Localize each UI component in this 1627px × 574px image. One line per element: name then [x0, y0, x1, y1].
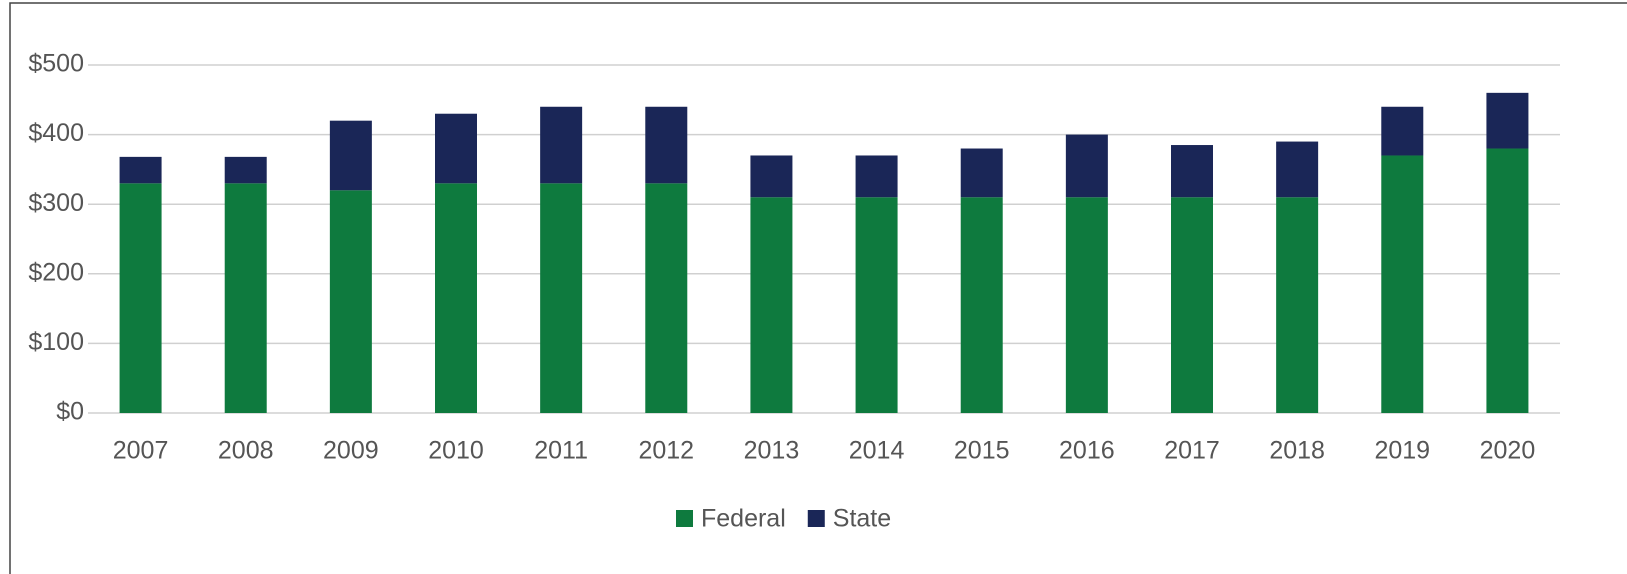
- bar-segment: [119, 183, 162, 413]
- bar-segment: [224, 156, 267, 184]
- x-tick-label: 2016: [1059, 437, 1115, 465]
- x-tick-label: 2012: [638, 437, 694, 465]
- legend-label: State: [833, 505, 891, 533]
- bar-segment: [329, 190, 372, 413]
- bar-segment: [1065, 197, 1108, 413]
- y-tick-label: $400: [28, 119, 84, 147]
- bar-segment: [1486, 92, 1529, 149]
- bar-segment: [435, 183, 477, 413]
- y-tick-label: $100: [28, 328, 84, 356]
- bar-segment: [329, 120, 372, 191]
- x-tick-label: 2007: [113, 437, 169, 465]
- y-tick-label: $200: [28, 258, 84, 286]
- bar-segment: [645, 183, 688, 413]
- x-tick-label: 2010: [428, 437, 484, 465]
- x-tick-label: 2014: [849, 437, 905, 465]
- bar-segment: [1486, 148, 1529, 413]
- bar-segment: [1171, 145, 1213, 198]
- bar-segment: [960, 148, 1003, 198]
- x-tick-label: 2018: [1269, 437, 1325, 465]
- y-tick-label: $300: [28, 189, 84, 217]
- x-tick-label: 2017: [1164, 437, 1220, 465]
- bar-segment: [224, 183, 267, 413]
- x-tick-label: 2011: [534, 437, 588, 465]
- x-tick-label: 2008: [218, 437, 274, 465]
- bar-segment: [435, 113, 477, 184]
- bar-segment: [119, 156, 162, 184]
- bar-segment: [1276, 141, 1319, 198]
- bar-segment: [1381, 106, 1424, 156]
- bar-segment: [540, 183, 583, 413]
- bar-segment: [1171, 197, 1213, 413]
- bar-segment: [855, 155, 898, 198]
- legend-swatch: [807, 510, 825, 527]
- legend-label: Federal: [701, 505, 786, 533]
- legend-swatch: [676, 510, 693, 527]
- x-tick-label: 2020: [1480, 437, 1536, 465]
- bar-segment: [540, 106, 583, 184]
- x-tick-label: 2019: [1374, 437, 1430, 465]
- x-tick-label: 2013: [744, 437, 800, 465]
- bar-segment: [1276, 197, 1319, 413]
- x-tick-label: 2009: [323, 437, 379, 465]
- bar-segment: [855, 197, 898, 413]
- bar-segment: [1381, 155, 1424, 414]
- bar-segment: [960, 197, 1003, 413]
- y-tick-label: $0: [56, 398, 84, 426]
- frame: [9, 2, 1627, 574]
- bar-segment: [1065, 134, 1108, 198]
- bar-segment: [750, 197, 793, 413]
- bar-segment: [750, 155, 793, 198]
- y-tick-label: $500: [28, 50, 84, 78]
- bar-segment: [645, 106, 688, 184]
- x-tick-label: 2015: [954, 437, 1010, 465]
